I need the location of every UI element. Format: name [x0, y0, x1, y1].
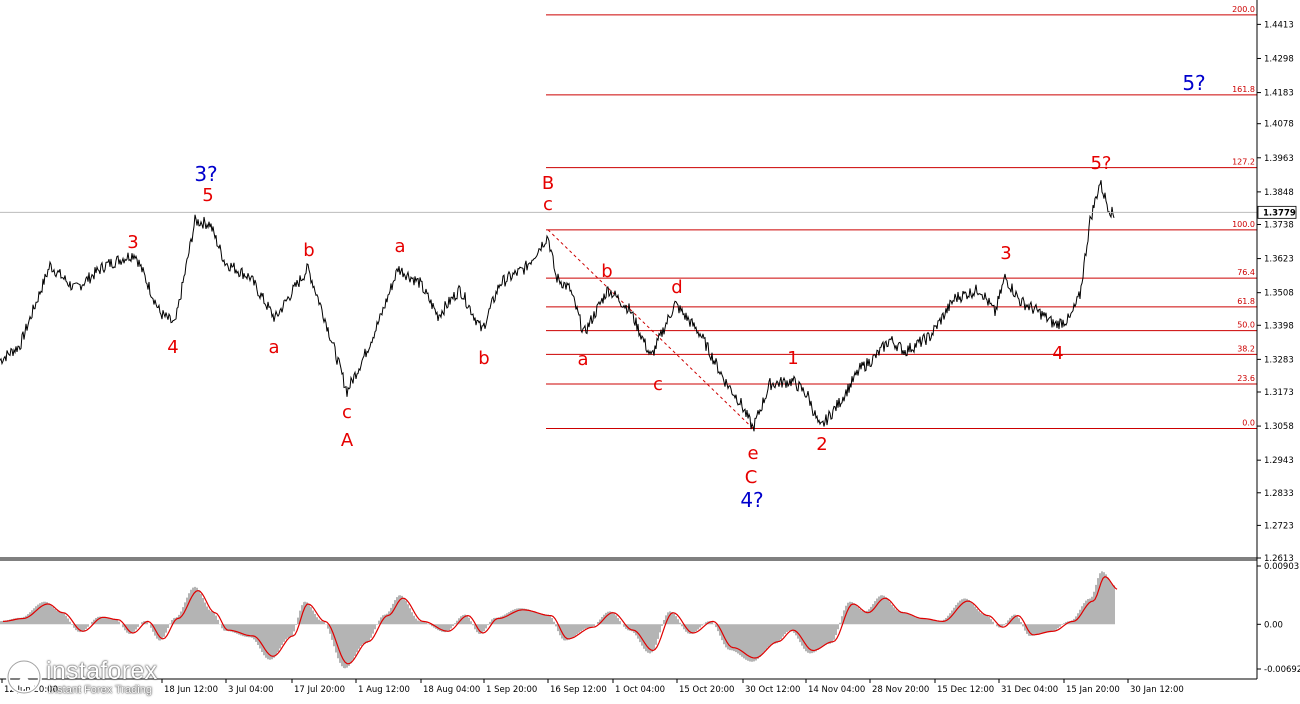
wave-label: 5 [202, 185, 213, 206]
price-axis: 1.4413 1.4298 1.4183 1.4078 1.3963 1.3848 1.37… [1257, 20, 1294, 564]
time-tick-label: 16 Sep 12:00 [550, 685, 607, 695]
fib-level-label: 76.4 [1237, 268, 1255, 277]
time-tick-label: 3 Jul 04:00 [228, 685, 274, 695]
price-tick-label: 1.3848 [1264, 188, 1294, 198]
fib-level-label: 50.0 [1237, 321, 1255, 330]
wave-label: 5? [1090, 153, 1111, 174]
osc-tick-label: 0.00 [1264, 620, 1283, 630]
price-tick-label: 1.2613 [1264, 554, 1294, 564]
price-tick-label: 1.3623 [1264, 255, 1294, 265]
price-tick-label: 1.4413 [1264, 20, 1294, 30]
fib-level-label: 0.0 [1242, 418, 1255, 427]
wave-label: e [747, 443, 758, 464]
oscillator-axis: 0.00903 0.00 -0.00692 [1257, 562, 1300, 675]
brand-tagline: Instant Forex Trading [48, 684, 152, 696]
time-tick-label: 1 Aug 12:00 [358, 685, 410, 695]
price-tick-label: 1.2723 [1264, 521, 1294, 531]
wave-label: b [303, 240, 314, 261]
price-series [0, 180, 1257, 432]
current-price-box [1257, 205, 1297, 219]
fib-level-label: 127.2 [1232, 158, 1255, 167]
price-tick-label: 1.3738 [1264, 220, 1294, 230]
wave-label: a [268, 337, 279, 358]
time-tick-label: 1 Oct 04:00 [615, 685, 665, 695]
wave-label: a [394, 236, 405, 257]
price-tick-label: 1.3173 [1264, 388, 1294, 398]
time-tick-label: 17 Jul 20:00 [294, 685, 345, 695]
time-tick-label: 31 Dec 04:00 [1001, 685, 1058, 695]
price-tick-label: 1.3963 [1264, 154, 1294, 164]
current-price-label: 1.3779 [1263, 208, 1296, 218]
wave-label: d [671, 277, 682, 298]
wave-label: 4? [740, 488, 763, 512]
wave-label: c [653, 374, 663, 395]
wave-label: 3 [127, 232, 138, 253]
logo-mark-icon [6, 659, 42, 695]
time-tick-label: 15 Oct 20:00 [679, 685, 734, 695]
wave-label: 1 [787, 348, 798, 369]
price-tick-label: 1.4298 [1264, 54, 1294, 64]
wave-label: c [342, 402, 352, 423]
fib-level-label: 38.2 [1237, 344, 1255, 353]
time-tick-label: 18 Jun 12:00 [164, 685, 218, 695]
wave-label: B [542, 173, 554, 194]
wave-label: 4 [1052, 343, 1063, 364]
oscillator-histogram [0, 571, 1115, 669]
price-tick-label: 1.3058 [1264, 422, 1294, 432]
price-tick-label: 1.2943 [1264, 456, 1294, 466]
fib-level-label: 61.8 [1237, 297, 1255, 306]
time-tick-label: 30 Jan 12:00 [1130, 685, 1184, 695]
fib-level-label: 161.8 [1232, 85, 1255, 94]
chart-frame [0, 0, 1258, 680]
wave-label: C [745, 467, 758, 488]
time-tick-label: 14 Nov 04:00 [808, 685, 865, 695]
time-tick-label: 18 Aug 04:00 [423, 685, 480, 695]
time-tick-label: 1 Sep 20:00 [486, 685, 537, 695]
wave-label: b [601, 261, 612, 282]
wave-label: 4 [167, 337, 178, 358]
fib-trendline [547, 229, 754, 429]
wave-label: A [341, 430, 354, 451]
time-tick-label: 15 Dec 12:00 [937, 685, 994, 695]
price-tick-label: 1.4183 [1264, 89, 1294, 99]
price-tick-label: 1.3508 [1264, 289, 1294, 299]
time-tick-label: 28 Nov 20:00 [872, 685, 929, 695]
wave-label: b [478, 348, 489, 369]
price-tick-label: 1.3398 [1264, 321, 1294, 331]
fib-level-label: 23.6 [1237, 374, 1255, 383]
fib-level-label: 100.0 [1232, 220, 1255, 229]
fib-level-label: 200.0 [1232, 5, 1255, 14]
instaforex-logo: instaforex Instant Forex Trading [4, 655, 184, 699]
price-line [0, 180, 1115, 432]
osc-tick-label: 0.00903 [1264, 562, 1299, 572]
time-tick-label: 30 Oct 12:00 [745, 685, 800, 695]
osc-tick-label: -0.00692 [1264, 665, 1300, 675]
fib-trendline-diagonal [547, 229, 754, 429]
brand-name: instaforex [46, 657, 158, 685]
time-tick-label: 15 Jan 20:00 [1066, 685, 1120, 695]
oscillator-signal-line [2, 576, 1118, 665]
wave-label: c [543, 194, 553, 215]
wave-label: 5? [1182, 71, 1205, 95]
wave-label: 2 [816, 434, 827, 455]
wave-label: 3? [194, 162, 217, 186]
price-tick-label: 1.2833 [1264, 489, 1294, 499]
price-tick-label: 1.4078 [1264, 120, 1294, 130]
fibonacci-retracement[interactable]: 200.0 161.8 127.2 100.0 76.4 61.8 50.0 38.2 23.6… [546, 5, 1257, 429]
wave-label: 3 [1000, 243, 1011, 264]
price-tick-label: 1.3283 [1264, 355, 1294, 365]
current-price-marker: 1.3779 [1257, 205, 1297, 219]
wave-label: a [577, 349, 588, 370]
oscillator-panel [0, 571, 1118, 669]
